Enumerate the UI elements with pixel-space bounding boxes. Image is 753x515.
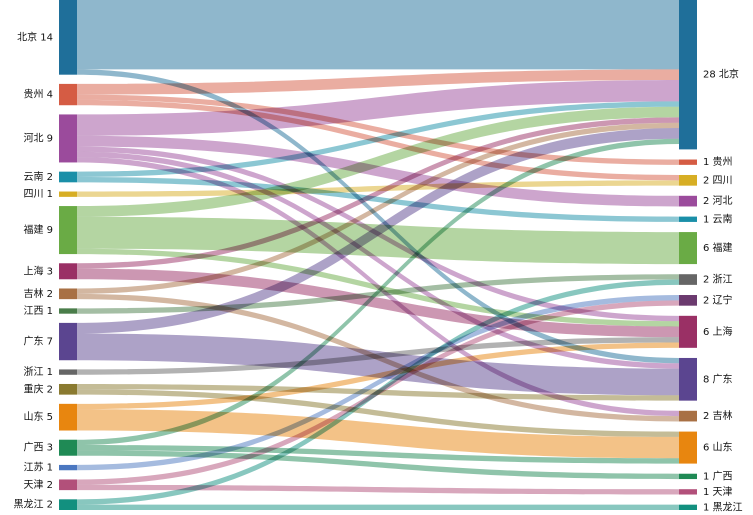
sankey-link [77, 94, 679, 165]
sankey-link [77, 0, 679, 70]
source-node-label: 福建 9 [23, 223, 53, 236]
sankey-link [77, 180, 679, 197]
sankey-link [77, 389, 679, 437]
source-node-label: 山东 5 [23, 410, 53, 423]
sankey-link [77, 138, 679, 446]
target-node[interactable] [679, 232, 697, 265]
source-node-label: 上海 3 [23, 264, 53, 277]
source-node[interactable] [59, 383, 77, 395]
target-node[interactable] [679, 489, 697, 495]
source-node[interactable] [59, 499, 77, 510]
source-node[interactable] [59, 171, 77, 183]
target-node[interactable] [679, 473, 697, 480]
source-node-label: 广东 7 [23, 335, 53, 348]
target-node[interactable] [679, 357, 697, 401]
source-node-label: 吉林 2 [23, 287, 53, 300]
source-node-label: 贵州 4 [23, 88, 53, 101]
target-node-label: 8 广东 [703, 372, 733, 385]
target-node[interactable] [679, 410, 697, 422]
source-node-label: 重庆 2 [23, 382, 53, 395]
source-node-label: 天津 2 [23, 479, 53, 491]
target-node-label: 6 福建 [703, 241, 733, 254]
sankey-link [77, 106, 679, 217]
target-node[interactable] [679, 159, 697, 165]
target-node[interactable] [679, 274, 697, 285]
sankey-link [77, 342, 679, 410]
target-node[interactable] [679, 295, 697, 306]
sankey-link [77, 450, 679, 480]
source-node[interactable] [59, 308, 77, 314]
sankey-link [77, 279, 679, 505]
source-node[interactable] [59, 263, 77, 280]
sankey-labels: 北京 14 贵州 4 河北 9 云南 2 四川 1 福建 9 上海 3 吉林 2 江西 1 广东 … [13, 30, 742, 513]
sankey-link [77, 122, 679, 294]
sankey-link [77, 504, 679, 510]
sankey-link [77, 333, 679, 396]
target-node-label: 1 贵州 [703, 155, 733, 168]
sankey-link [77, 80, 679, 136]
sankey-link [77, 484, 679, 495]
target-node[interactable] [679, 0, 697, 150]
source-node-label: 云南 2 [23, 170, 53, 183]
source-node[interactable] [59, 403, 77, 431]
target-node-label: 2 河北 [703, 195, 733, 207]
source-node[interactable] [59, 206, 77, 255]
sankey-link [77, 268, 679, 338]
source-node[interactable] [59, 83, 77, 106]
source-node-label: 河北 9 [23, 132, 53, 144]
target-node[interactable] [679, 216, 697, 222]
sankey-links [77, 0, 679, 510]
target-node[interactable] [679, 431, 697, 464]
source-node[interactable] [59, 464, 77, 471]
sankey-nodes [59, 0, 697, 510]
target-node-label: 6 上海 [703, 325, 733, 338]
target-node-label: 28 北京 [703, 68, 739, 81]
target-node-label: 1 黑龙江 [703, 500, 743, 513]
target-node-label: 6 山东 [703, 441, 733, 454]
target-node-label: 1 云南 [703, 212, 733, 225]
source-node-label: 江西 1 [23, 305, 53, 317]
sankey-link [77, 295, 679, 471]
sankey-link [77, 337, 679, 375]
source-node[interactable] [59, 288, 77, 300]
target-node-label: 2 四川 [703, 175, 733, 186]
sankey-link [77, 69, 679, 364]
sankey-link [77, 101, 679, 177]
source-node-label: 黑龙江 2 [13, 498, 53, 511]
target-node-label: 1 天津 [703, 486, 733, 498]
target-node[interactable] [679, 504, 697, 510]
target-node[interactable] [679, 315, 697, 348]
target-node[interactable] [679, 174, 697, 186]
sankey-link [77, 151, 679, 369]
target-node-label: 2 浙江 [703, 274, 733, 286]
target-node[interactable] [679, 195, 697, 207]
source-node[interactable] [59, 369, 77, 375]
source-node[interactable] [59, 439, 77, 456]
source-node[interactable] [59, 114, 77, 163]
source-node[interactable] [59, 0, 77, 75]
source-node-label: 江苏 1 [23, 461, 53, 474]
target-node-label: 2 辽宁 [703, 293, 733, 306]
source-node-label: 北京 14 [17, 30, 53, 43]
sankey-link [77, 409, 679, 459]
sankey-link [77, 135, 679, 207]
target-node-label: 2 吉林 [703, 409, 733, 422]
sankey-link [77, 117, 679, 269]
sankey-link [77, 69, 679, 95]
source-node-label: 四川 1 [23, 189, 53, 200]
sankey-link [77, 176, 679, 222]
source-node-label: 浙江 1 [23, 366, 53, 378]
sankey-link [77, 216, 679, 265]
sankey-link [77, 128, 679, 334]
source-node-label: 广西 3 [23, 442, 53, 454]
source-node[interactable] [59, 322, 77, 361]
sankey-link [77, 248, 679, 327]
target-node-label: 1 广西 [703, 470, 733, 482]
source-node[interactable] [59, 191, 77, 197]
source-node[interactable] [59, 479, 77, 491]
